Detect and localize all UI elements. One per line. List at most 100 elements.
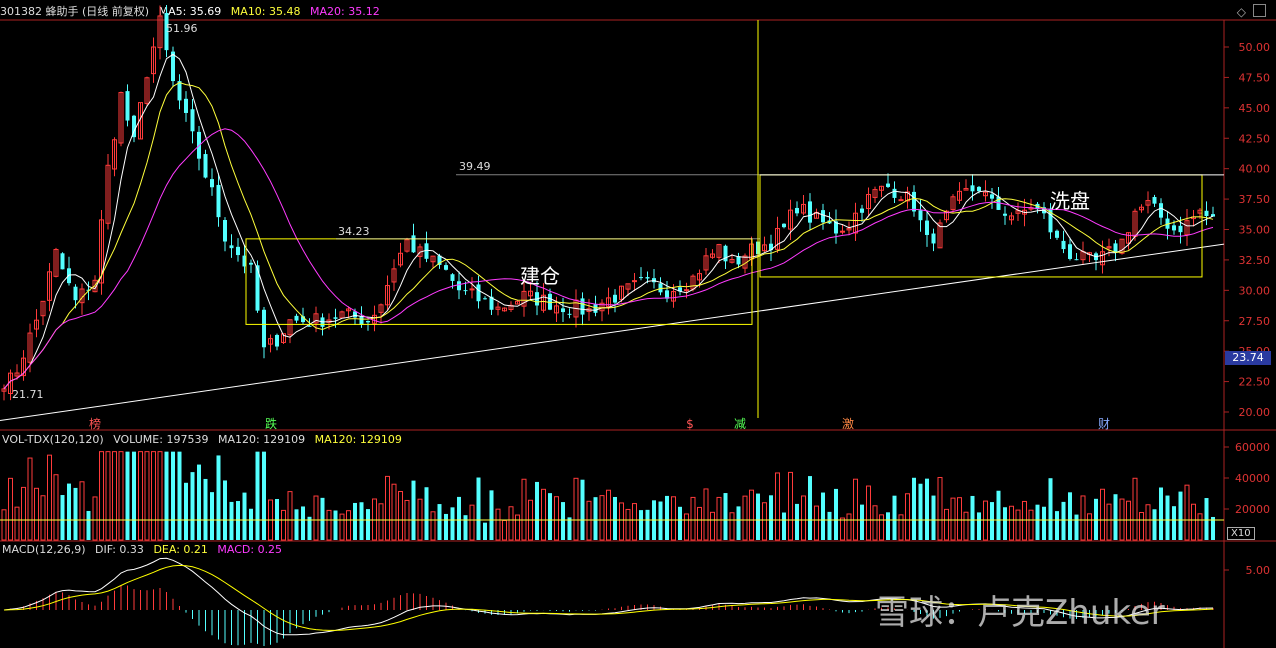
volume-bar-down bbox=[255, 451, 260, 540]
volume-bar-up bbox=[398, 491, 403, 541]
volume-bar-up bbox=[586, 500, 592, 541]
candle-down bbox=[359, 316, 364, 325]
candle-up bbox=[703, 255, 709, 271]
level-label-1: 34.23 bbox=[338, 225, 370, 238]
candle-up bbox=[710, 253, 715, 258]
macd-dea: DEA: 0.21 bbox=[153, 543, 208, 556]
window-toggle-icon[interactable] bbox=[1253, 4, 1266, 17]
candle-down bbox=[548, 293, 552, 310]
candle-down bbox=[1061, 240, 1066, 250]
candle-down bbox=[483, 298, 487, 300]
volume-bar-up bbox=[469, 504, 475, 541]
support-trendline bbox=[0, 243, 1225, 422]
annotations bbox=[0, 20, 1225, 422]
candle-down bbox=[912, 191, 916, 212]
ma10-line bbox=[3, 81, 1214, 390]
volume-bar-up bbox=[703, 488, 709, 541]
volume-unit-badge[interactable]: X10 bbox=[1227, 527, 1255, 540]
volume-bar-down bbox=[795, 503, 799, 540]
candle-down bbox=[1048, 208, 1053, 233]
volume-bar-down bbox=[411, 480, 416, 540]
price-tick-label: 40.00 bbox=[1239, 163, 1271, 176]
candle-up bbox=[872, 189, 878, 198]
price-tick-label: 42.50 bbox=[1239, 132, 1271, 145]
candle-down bbox=[450, 274, 455, 281]
volume-bar-up bbox=[53, 474, 59, 541]
vol-volume: VOLUME: 197539 bbox=[113, 433, 209, 446]
volume-bar-up bbox=[47, 454, 52, 541]
volume-bar-down bbox=[567, 517, 572, 540]
volume-bar-up bbox=[508, 506, 514, 541]
volume-bar-down bbox=[1061, 501, 1066, 540]
volume-bar-down bbox=[593, 497, 598, 540]
candle-up bbox=[684, 289, 689, 292]
volume-bar-up bbox=[1100, 488, 1105, 541]
volume-bar-down bbox=[1204, 498, 1209, 540]
candle-up bbox=[716, 244, 722, 258]
volume-bar-up bbox=[1197, 513, 1203, 541]
candle-up bbox=[118, 92, 124, 144]
price-tick-label: 47.50 bbox=[1239, 71, 1271, 84]
candle-up bbox=[554, 305, 559, 314]
candle-up bbox=[528, 290, 533, 297]
candle-up bbox=[404, 239, 410, 252]
volume-bar-down bbox=[1159, 487, 1163, 540]
candle-down bbox=[593, 304, 598, 313]
volume-bar-down bbox=[1172, 506, 1176, 540]
candle-up bbox=[1139, 206, 1144, 211]
volume-bar-down bbox=[548, 493, 552, 540]
volume-bar-up bbox=[599, 495, 605, 541]
volume-bar-up bbox=[21, 486, 26, 541]
volume-bar-down bbox=[912, 477, 916, 540]
candle-down bbox=[1152, 197, 1157, 204]
volume-bar-down bbox=[1068, 492, 1072, 540]
price-tick-label: 35.00 bbox=[1239, 224, 1271, 237]
volume-bar-up bbox=[1022, 500, 1027, 541]
macd-title: MACD(12,26,9) bbox=[2, 543, 86, 556]
candle-down bbox=[1068, 244, 1072, 259]
volume-bar-down bbox=[333, 510, 338, 540]
volume-bar-up bbox=[697, 506, 702, 541]
candle-down bbox=[171, 51, 175, 82]
volume-bar-up bbox=[879, 514, 884, 541]
diamond-icon[interactable]: ◇ bbox=[1236, 5, 1246, 19]
volume-bar-down bbox=[444, 513, 448, 540]
volume-bar-up bbox=[34, 487, 39, 541]
volume-bar-down bbox=[190, 472, 195, 540]
volume-bar-up bbox=[950, 497, 956, 541]
volume-bar-down bbox=[73, 487, 78, 540]
macd-series bbox=[3, 557, 1214, 647]
candle-down bbox=[184, 98, 188, 113]
volume-bar-down bbox=[177, 451, 182, 540]
candle-up bbox=[599, 302, 605, 312]
candle-down bbox=[892, 188, 897, 198]
volume-bar-up bbox=[287, 491, 293, 541]
volume-bar-up bbox=[846, 513, 852, 541]
volume-bar-down bbox=[723, 493, 728, 540]
volume-bar-down bbox=[1211, 516, 1215, 540]
volume-bar-down bbox=[918, 483, 923, 540]
candle-up bbox=[846, 227, 852, 231]
candle-up bbox=[632, 280, 637, 283]
candle-down bbox=[216, 184, 221, 218]
volume-bar-up bbox=[281, 509, 286, 541]
volume-bar-up bbox=[339, 513, 345, 541]
volume-tick-label: 40000 bbox=[1235, 472, 1270, 485]
volume-bar-up bbox=[79, 481, 85, 541]
phase-label-accumulation: 建仓 bbox=[520, 264, 560, 288]
volume-bar-down bbox=[353, 502, 357, 540]
macd-dif-line bbox=[3, 557, 1214, 636]
candle-up bbox=[1015, 210, 1021, 214]
volume-bar-down bbox=[1178, 491, 1183, 540]
candle-up bbox=[495, 306, 501, 310]
volume-bar-down bbox=[561, 502, 565, 540]
candle-up bbox=[619, 285, 624, 300]
candle-down bbox=[678, 287, 682, 292]
candle-up bbox=[515, 300, 520, 305]
candle-up bbox=[541, 294, 546, 311]
ma10-label: MA10: 35.48 bbox=[230, 5, 301, 18]
volume-bar-down bbox=[1074, 514, 1079, 540]
candle-up bbox=[112, 139, 117, 170]
moving-average-lines bbox=[3, 53, 1214, 390]
candle-up bbox=[606, 297, 611, 308]
